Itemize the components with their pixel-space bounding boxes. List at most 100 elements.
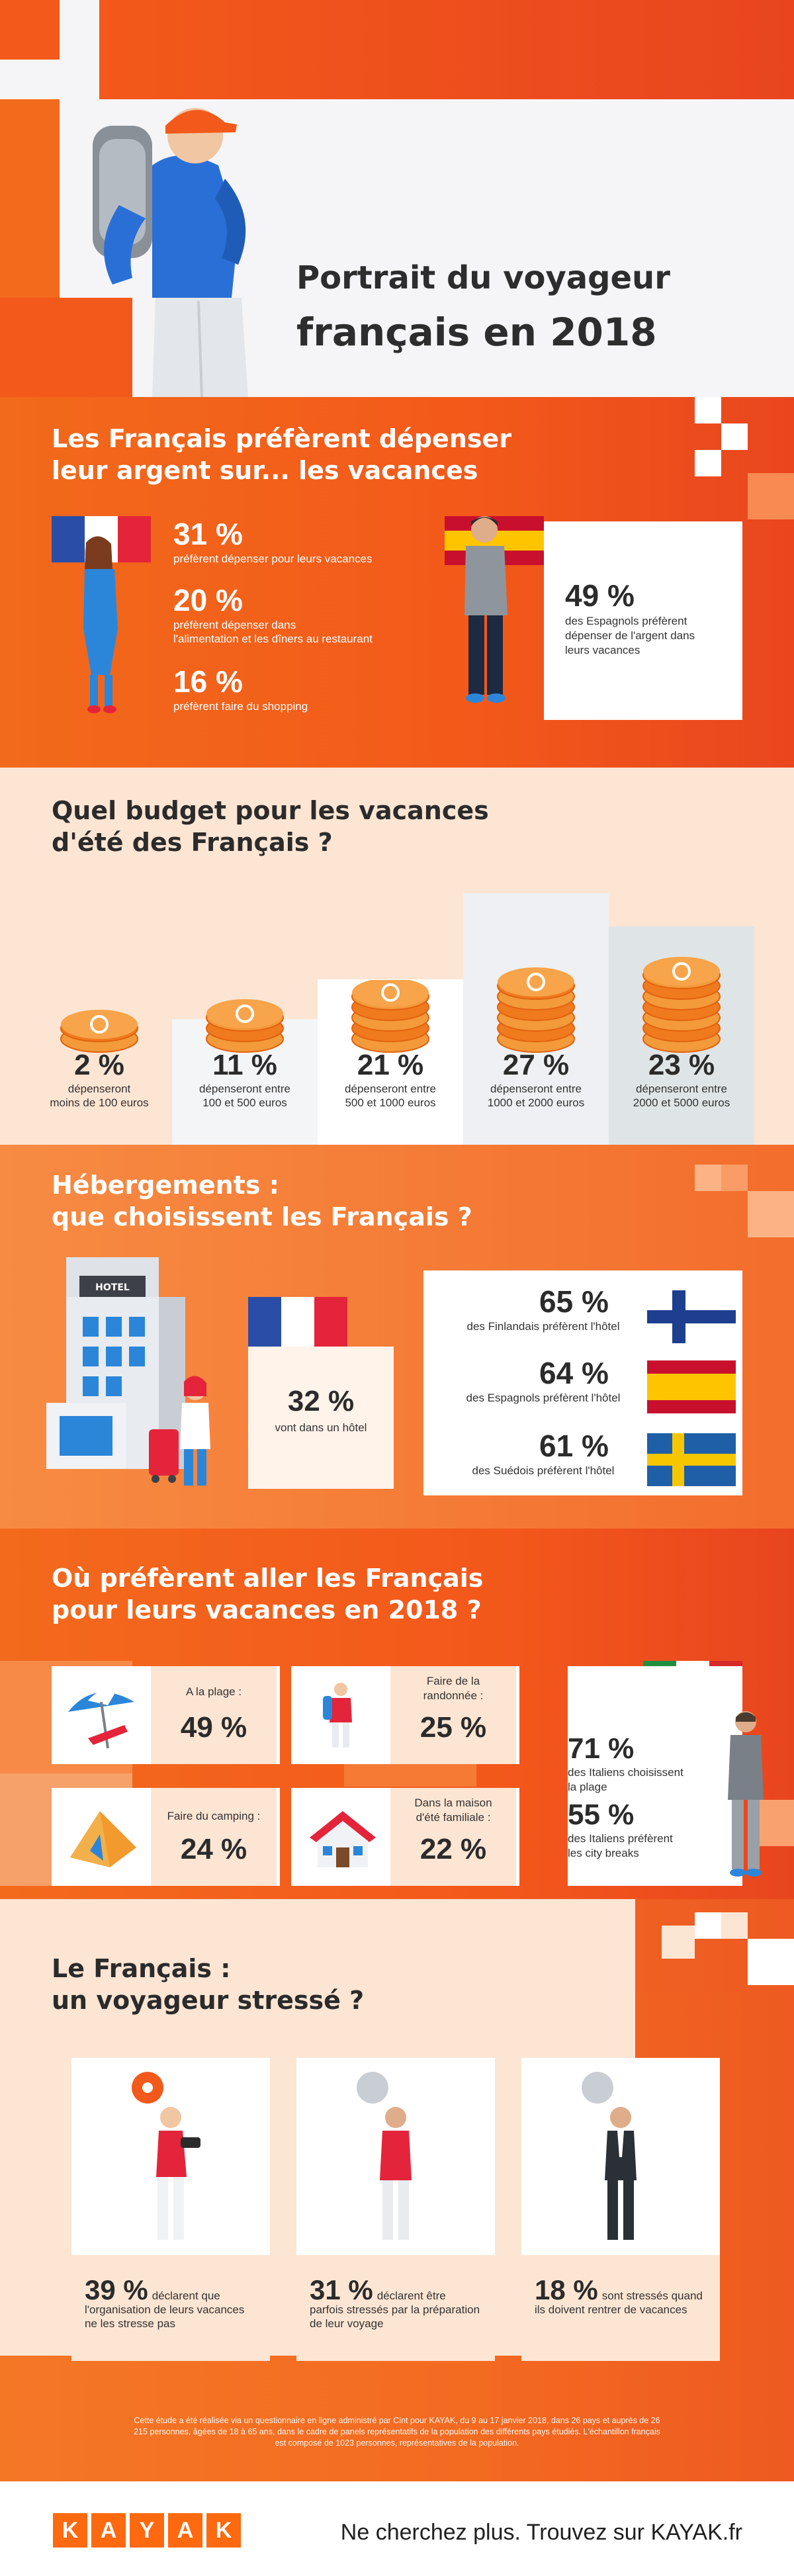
- spanish-man-illustration: [445, 516, 544, 703]
- finland-text: des Finlandais préfèrent l'hôtel: [466, 1320, 620, 1333]
- stress-title-line2: un voyageur stressé ?: [52, 1986, 365, 2015]
- coin-stack-icon: [497, 967, 575, 1053]
- deco-square: [721, 423, 748, 450]
- logo-letter: Y: [130, 2513, 164, 2548]
- deco-square: [695, 397, 721, 423]
- budget-line1: dépenseront entre: [490, 1083, 582, 1095]
- stat-food-pct: 20 %: [173, 583, 243, 617]
- dest-camping-label: Faire du camping : 24 %: [151, 1788, 277, 1886]
- stress-sometimes-text-wrap: 31 % déclarent être parfois stressés par …: [310, 2276, 482, 2331]
- study-note-line1: Cette étude a été réalisée via un questi…: [134, 2416, 660, 2425]
- deco-square: [695, 450, 721, 476]
- logo-letter: A: [91, 2513, 126, 2548]
- finland-flag-icon: [647, 1290, 736, 1343]
- stat-holidays-text: préfèrent dépenser pour leurs vacances: [173, 553, 373, 565]
- stress-section: Le Français : un voyageur stressé ? 39 %…: [0, 1899, 794, 2481]
- stress-title-line1: Le Français :: [52, 1954, 231, 1983]
- budget-line2: 500 et 1000 euros: [345, 1096, 436, 1109]
- coin-stack-icon: [206, 999, 284, 1053]
- stress-return-text: sont stressés quand ils doivent rentrer …: [535, 2289, 703, 2316]
- page-title-line1: Portrait du voyageur: [296, 259, 670, 296]
- house-icon: [310, 1811, 376, 1867]
- destinations-section: Où préfèrent aller les Français pour leu…: [0, 1529, 794, 1899]
- logo-letter: K: [53, 2513, 87, 2548]
- footer: K A Y A K Ne cherchez plus. Trouvez sur …: [0, 2481, 794, 2576]
- stat-shopping-pct: 16 %: [173, 664, 243, 699]
- dest-beach-label-line1: A la plage :: [185, 1685, 242, 1698]
- spain-hotel-pct: 64 %: [539, 1356, 609, 1390]
- budget-line1: dépenseront: [67, 1083, 131, 1095]
- budget-item: 2 % dépenseront moins de 100 euros: [26, 1049, 172, 1110]
- stress-sometimes-pct: 31 %: [310, 2274, 373, 2305]
- dest-camping-card: Faire du camping : 24 %: [52, 1788, 280, 1886]
- deco-square: [721, 1912, 748, 1939]
- dest-house-pct: 22 %: [419, 1833, 487, 1865]
- stress-calm-pct: 39 %: [85, 2274, 148, 2305]
- spain-hotel-row: 64 % des Espagnols préfèrent l'hôtel: [423, 1351, 742, 1424]
- deco-band: [99, 0, 794, 99]
- spain-text-line1: des Espagnols préfèrent: [565, 615, 687, 627]
- budget-line2: 2000 et 5000 euros: [633, 1096, 730, 1109]
- stress-card-return-footer: 18 % sont stressés quand ils doivent rent…: [521, 2255, 720, 2361]
- budget-line2: 1000 et 2000 euros: [487, 1096, 585, 1109]
- stress-return-text-wrap: 18 % sont stressés quand ils doivent rent…: [535, 2276, 707, 2317]
- stat-food-text-line1: préfèrent dépenser dans: [173, 619, 296, 631]
- sweden-flag-icon: [647, 1433, 736, 1486]
- italy-text1-line2: la plage: [568, 1781, 607, 1793]
- france-hotel-card: 32 % vont dans un hôtel: [248, 1347, 394, 1489]
- study-note-line2: 215 personnes, âgées de 18 à 65 ans, dan…: [134, 2427, 660, 2436]
- hotel-title-line2: que choisissent les Français ?: [52, 1202, 472, 1231]
- budget-line1: dépenseront entre: [199, 1083, 290, 1095]
- dest-beach-pct: 49 %: [180, 1711, 247, 1744]
- budget-item: 11 % dépenseront entre 100 et 500 euros: [172, 1049, 318, 1110]
- dest-beach-label: A la plage : 49 %: [151, 1666, 277, 1764]
- hiker-icon: [323, 1683, 352, 1748]
- finland-pct: 65 %: [539, 1284, 609, 1319]
- dest-title-line2: pour leurs vacances en 2018 ?: [52, 1595, 482, 1624]
- deco-square: [0, 0, 60, 60]
- spain-card: 49 % des Espagnols préfèrent dépenser de…: [544, 521, 742, 720]
- budget-item: 23 % dépenseront entre 2000 et 5000 euros: [609, 1049, 754, 1110]
- dest-beach-card: A la plage : 49 %: [52, 1666, 280, 1764]
- dest-camping-label-line1: Faire du camping :: [167, 1810, 261, 1822]
- italian-man-illustration: [728, 1711, 764, 1877]
- spend-title-line1: Les Français préfèrent dépenser: [52, 424, 511, 453]
- italy-card: 71 % des Italiens choisissent la plage 5…: [568, 1666, 742, 1886]
- deco-square: [0, 298, 132, 397]
- stress-calm-text-wrap: 39 % déclarent que l'organisation de leur…: [85, 2276, 257, 2331]
- budget-title-line2: d'été des Français ?: [52, 828, 333, 857]
- france-hotel-pct: 32 %: [287, 1385, 355, 1417]
- dest-house-label-line1: Dans la maison: [414, 1797, 492, 1809]
- footer-tagline[interactable]: Ne cherchez plus. Trouvez sur KAYAK.fr: [340, 2520, 742, 2545]
- logo-letter: K: [206, 2513, 241, 2548]
- france-hotel-text: vont dans un hôtel: [275, 1421, 367, 1434]
- page-title-line2: français en 2018: [296, 310, 657, 355]
- budget-item: 27 % dépenseront entre 1000 et 2000 euros: [463, 1049, 609, 1110]
- italy-pct1: 71 %: [568, 1732, 635, 1765]
- finland-row: 65 % des Finlandais préfèrent l'hôtel: [423, 1278, 742, 1351]
- italy-pct2: 55 %: [568, 1799, 635, 1831]
- budget-title-line1: Quel budget pour les vacances: [52, 796, 489, 825]
- budget-line1: dépenseront entre: [345, 1083, 436, 1095]
- stress-card-return: 18 % sont stressés quand ils doivent rent…: [521, 2058, 720, 2361]
- other-countries-card: 65 % des Finlandais préfèrent l'hôtel 64…: [423, 1270, 742, 1495]
- deco-square: [695, 1165, 721, 1191]
- study-note-line3: est composé de 1023 personnes, représent…: [275, 2438, 519, 2448]
- sweden-pct: 61 %: [539, 1429, 609, 1463]
- sweden-row: 61 % des Suédois préfèrent l'hôtel: [423, 1424, 742, 1497]
- stress-return-pct: 18 %: [535, 2274, 598, 2305]
- stress-card-calm: 39 % déclarent que l'organisation de leur…: [71, 2058, 270, 2361]
- kayak-logo[interactable]: K A Y A K: [53, 2513, 241, 2548]
- hiker-illustration: [93, 108, 248, 397]
- header-section: Portrait du voyageur français en 2018: [0, 0, 794, 397]
- dest-house-label-line2: d'été familiale :: [416, 1811, 491, 1824]
- dest-camping-pct: 24 %: [180, 1833, 247, 1865]
- sweden-text: des Suédois préfèrent l'hôtel: [472, 1464, 615, 1477]
- calm-traveler-illustration: [132, 2072, 200, 2240]
- dest-house-card: Dans la maison d'été familiale : 22 %: [291, 1788, 519, 1886]
- dest-title-line1: Où préfèrent aller les Français: [52, 1564, 484, 1593]
- hotel-title-line1: Hébergements :: [52, 1171, 279, 1200]
- stat-shopping-text: préfèrent faire du shopping: [173, 700, 308, 713]
- stress-card-calm-footer: 39 % déclarent que l'organisation de leur…: [71, 2255, 270, 2361]
- spain-flag-icon: [647, 1360, 736, 1413]
